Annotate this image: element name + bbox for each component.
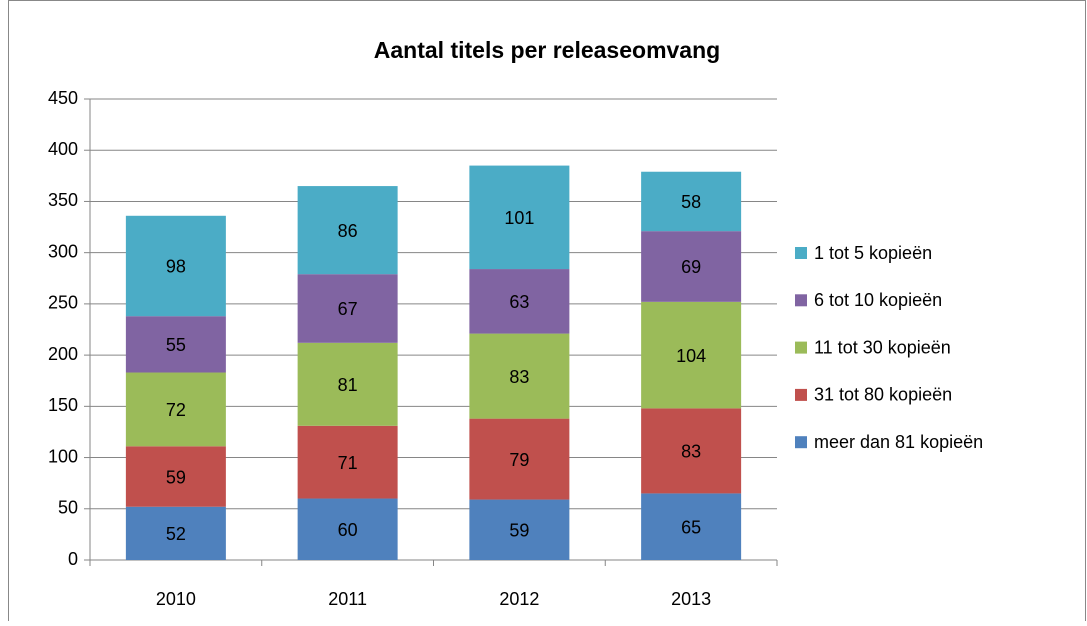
y-tick-label: 100: [48, 446, 78, 466]
bar-segment: [125, 446, 226, 507]
legend-label: 11 tot 30 kopieën: [814, 337, 951, 357]
bar-segment: [125, 506, 226, 560]
bar-segment: [641, 301, 742, 409]
data-label: 59: [509, 521, 529, 541]
bar-segment: [641, 408, 742, 494]
legend-swatch: [795, 341, 807, 354]
bar-segment: [125, 215, 226, 317]
y-tick-label: 50: [58, 498, 78, 518]
y-tick-label: 350: [48, 190, 78, 210]
data-label: 69: [681, 257, 701, 277]
bar-segment: [297, 498, 398, 560]
legend-label: 6 tot 10 kopieën: [814, 290, 942, 310]
y-tick-label: 400: [48, 139, 78, 159]
y-tick-label: 250: [48, 293, 78, 313]
data-label: 83: [681, 442, 701, 462]
legend-label: 31 tot 80 kopieën: [814, 385, 952, 405]
legend-swatch: [795, 294, 807, 307]
legend-label: meer dan 81 kopieën: [814, 432, 983, 452]
legend-swatch: [795, 247, 807, 259]
legend-swatch: [795, 388, 807, 401]
data-label: 58: [681, 192, 701, 212]
y-tick-label: 0: [68, 549, 78, 569]
bar-segment: [125, 316, 226, 373]
bar-segment: [641, 171, 742, 232]
data-label: 71: [338, 453, 358, 473]
x-tick-label: 2013: [671, 589, 711, 609]
data-label: 65: [681, 517, 701, 537]
bar-segment: [469, 499, 570, 560]
data-label: 67: [338, 299, 358, 319]
data-label: 72: [166, 400, 186, 420]
data-label: 52: [166, 524, 186, 544]
bar-segment: [469, 269, 570, 334]
bar-segment: [641, 493, 742, 560]
data-label: 60: [338, 520, 358, 540]
data-label: 104: [676, 346, 706, 366]
chart-title: Aantal titels per releaseomvang: [374, 37, 720, 63]
data-label: 86: [338, 221, 358, 241]
bar-segment: [297, 274, 398, 343]
legend-swatch: [795, 436, 807, 449]
bar-segment: [469, 418, 570, 500]
data-label: 55: [166, 335, 186, 355]
y-tick-label: 150: [48, 395, 78, 415]
data-label: 81: [338, 375, 358, 395]
data-label: 63: [509, 292, 529, 312]
data-label: 79: [509, 450, 529, 470]
y-tick-label: 450: [48, 88, 78, 108]
x-tick-label: 2012: [499, 589, 539, 609]
bar-segment: [125, 372, 226, 447]
legend-label: 1 tot 5 kopieën: [814, 243, 932, 263]
bar-segment: [469, 333, 570, 419]
y-tick-label: 200: [48, 344, 78, 364]
data-label: 59: [166, 467, 186, 487]
bar-segment: [469, 165, 570, 270]
bar-segment: [641, 231, 742, 302]
bar-segment: [297, 425, 398, 499]
data-label: 101: [504, 208, 534, 228]
data-label: 83: [509, 367, 529, 387]
bar-segment: [297, 342, 398, 426]
x-tick-label: 2010: [156, 589, 196, 609]
data-label: 98: [166, 257, 186, 277]
y-tick-label: 300: [48, 241, 78, 261]
bar-segment: [297, 186, 398, 275]
x-tick-label: 2011: [328, 589, 367, 609]
